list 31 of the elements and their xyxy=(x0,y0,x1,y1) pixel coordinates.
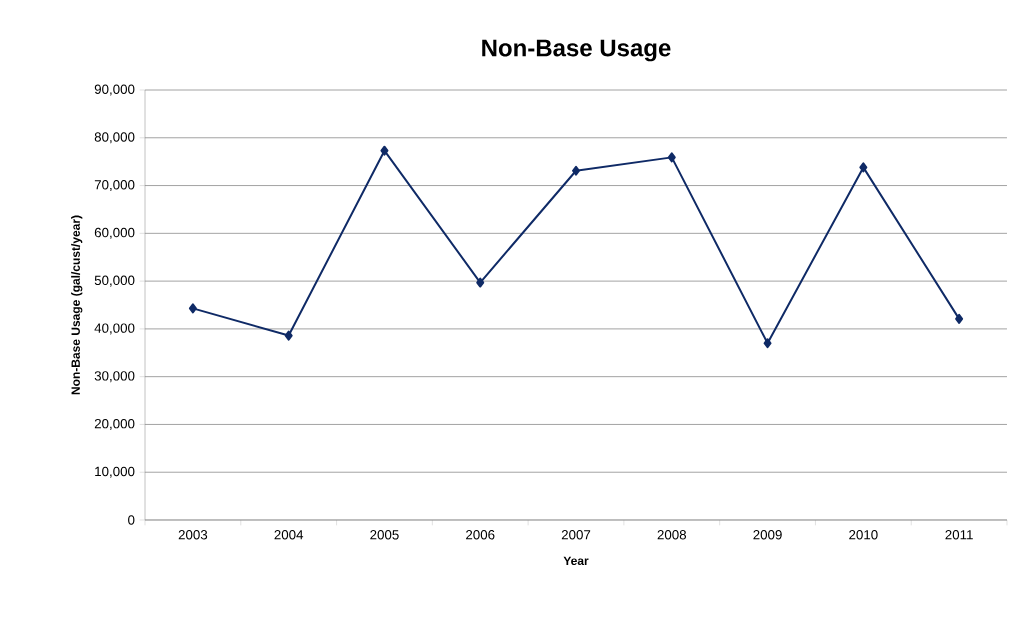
x-tick-label: 2007 xyxy=(561,530,591,540)
x-tick-label: 2006 xyxy=(466,530,495,540)
x-tick-label: 2004 xyxy=(274,530,304,540)
point xyxy=(380,145,389,156)
chart-title: Non-Base Usage xyxy=(482,39,671,62)
point xyxy=(859,162,868,173)
x-tick-label: 2005 xyxy=(370,530,399,540)
y-tick-label: 30,000 xyxy=(94,371,135,383)
point xyxy=(188,303,197,314)
point xyxy=(763,338,772,349)
y-tick-label: 50,000 xyxy=(94,275,135,287)
y-axis-title: Non-Base Usage (gal/cust/year) xyxy=(71,215,83,395)
x-tick-label: 2003 xyxy=(178,530,208,540)
y-tick-label: 40,000 xyxy=(94,323,135,335)
x-tick-label: 2011 xyxy=(945,530,973,540)
x-axis-title: Year xyxy=(563,556,589,566)
point xyxy=(955,313,964,324)
point xyxy=(284,330,293,341)
y-tick-label: 0 xyxy=(128,515,135,525)
x-tick-label: 2009 xyxy=(753,530,782,540)
y-tick-label: 20,000 xyxy=(94,418,135,430)
y-tick-label: 60,000 xyxy=(94,227,135,239)
y-tick-label: 90,000 xyxy=(94,84,135,96)
point xyxy=(476,277,485,288)
point xyxy=(667,152,676,163)
x-tick-label: 2008 xyxy=(657,530,687,540)
point xyxy=(572,165,580,176)
x-tick-label: 2010 xyxy=(849,530,878,540)
y-tick-label: 70,000 xyxy=(94,180,135,192)
y-tick-label: 80,000 xyxy=(94,132,135,144)
y-tick-label: 10,000 xyxy=(95,466,135,478)
